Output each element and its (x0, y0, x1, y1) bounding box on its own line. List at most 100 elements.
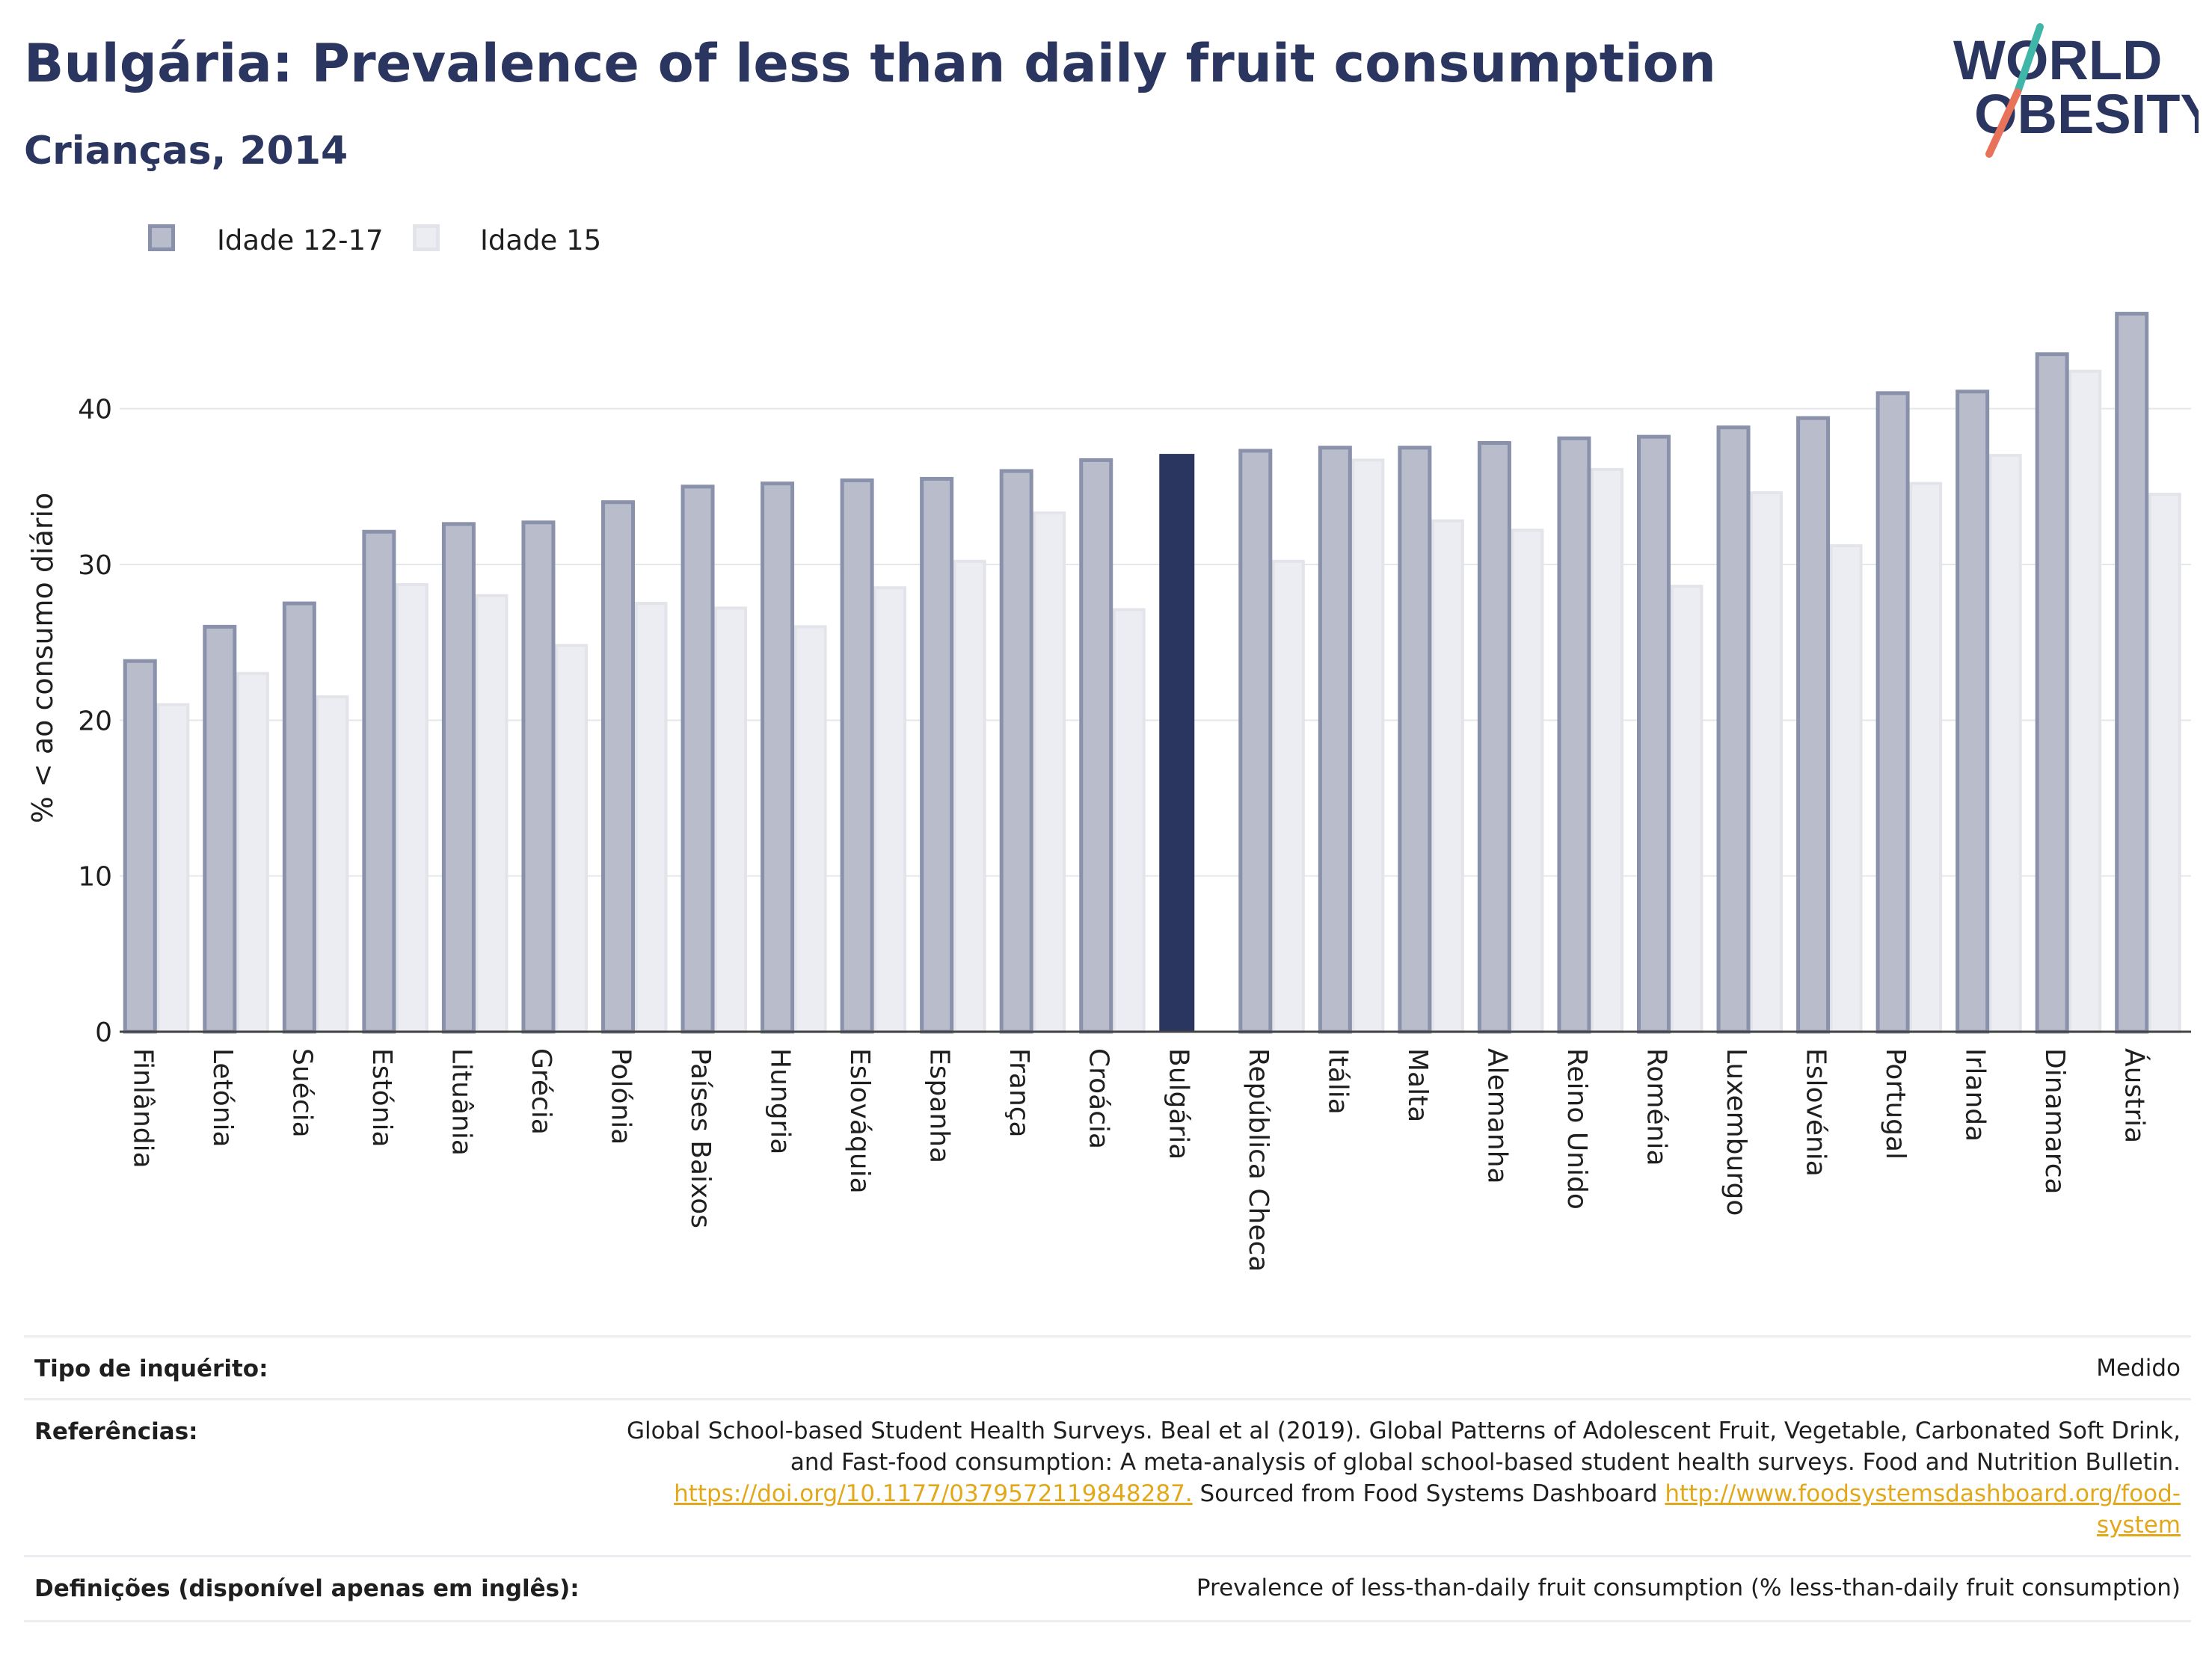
x-tick-label: Reino Unido (1561, 1048, 1592, 1210)
world-obesity-logo: WORLD OBESITY (1953, 23, 2199, 158)
chart-subtitle: Crianças, 2014 (24, 129, 348, 173)
bar-idade-12-17 (1398, 446, 1432, 1034)
bar-idade-12-17 (1716, 425, 1751, 1034)
x-tick-label: Itália (1322, 1048, 1353, 1115)
bar-idade-15 (793, 625, 827, 1034)
bar-idade-12-17 (1238, 449, 1273, 1034)
y-tick-label: 30 (78, 550, 112, 581)
bar-idade-12-17 (681, 484, 715, 1034)
survey-type-value: Medido (2096, 1355, 2181, 1382)
references-text-line-1: Global School-based Student Health Surve… (627, 1418, 2181, 1444)
bar-idade-15 (714, 606, 748, 1034)
x-tick-label: Grécia (526, 1048, 556, 1135)
bar-idade-15 (1909, 481, 1943, 1033)
bar-idade-15 (156, 703, 190, 1033)
x-tick-label: Bulgária (1163, 1048, 1193, 1160)
x-tick-label: Dinamarca (2039, 1048, 2070, 1195)
x-tick-label: República Checa (1243, 1048, 1274, 1272)
bar-idade-12-17 (840, 478, 874, 1034)
bar-idade-12-17 (1557, 436, 1591, 1034)
bar-idade-15 (1112, 608, 1146, 1033)
bar-idade-15 (395, 583, 428, 1034)
x-tick-label: Irlanda (1960, 1048, 1991, 1142)
bar-idade-12-17 (999, 469, 1033, 1034)
x-tick-label: Croácia (1084, 1048, 1114, 1149)
y-tick-label: 40 (78, 395, 112, 425)
x-tick-label: Eslovénia (1801, 1048, 1831, 1177)
bar-idade-12-17 (362, 529, 396, 1034)
x-tick-label: Malta (1402, 1048, 1433, 1122)
x-tick-label: Letónia (207, 1048, 238, 1148)
bar-idade-15 (1271, 559, 1305, 1034)
survey-type-label: Tipo de inquérito: (34, 1355, 268, 1382)
doi-link[interactable]: https://doi.org/10.1177/0379572119848287… (674, 1480, 1193, 1507)
logo-slash-coral (1985, 88, 2021, 158)
bar-idade-15 (1829, 544, 1863, 1033)
bar-idade-15 (1431, 519, 1464, 1033)
bar-idade-15 (1988, 454, 2022, 1033)
legend-label-age-12-17: Idade 12-17 (217, 224, 384, 256)
bar-idade-12-17 (1956, 390, 1990, 1034)
chart-title: Bulgária: Prevalence of less than daily … (24, 33, 1716, 94)
references-text-line-3: https://doi.org/10.1177/0379572119848287… (627, 1478, 2181, 1509)
bar-idade-15 (1670, 585, 1703, 1033)
food-systems-dashboard-link[interactable]: http://www.foodsystemsdashboard.org/food… (1665, 1480, 2181, 1507)
logo-slash-teal (2014, 23, 2044, 96)
x-tick-label: Portugal (1880, 1048, 1911, 1160)
bar-idade-15 (236, 671, 269, 1033)
x-tick-label: Espanha (924, 1048, 955, 1163)
bar-idade-15 (1750, 491, 1784, 1033)
bar-idade-12-17 (1477, 441, 1511, 1034)
bar-idade-12-17 (123, 659, 157, 1034)
bar-idade-15 (1351, 458, 1385, 1033)
x-tick-label: Países Baixos (685, 1048, 716, 1228)
bar-idade-12-17 (2035, 352, 2069, 1034)
bar-idade-15 (953, 559, 986, 1034)
bar-chart: 0 10 20 30 40 % < ao consumo diário Finlândia L… (26, 312, 2191, 1272)
bar-idade-15 (634, 602, 668, 1034)
bar-idade-15 (554, 644, 588, 1034)
bar-idade-12-17 (761, 481, 795, 1034)
x-tick-label: Hungria (765, 1048, 796, 1154)
bar-idade-12-17 (920, 476, 954, 1034)
x-tick-label: Lituânia (446, 1048, 476, 1156)
references-text-line-2: and Fast-food consumption: A meta-analys… (790, 1449, 2181, 1476)
x-tick-label: Áustria (2119, 1048, 2151, 1143)
footer-row-definitions: Definições (disponível apenas em inglês)… (24, 1555, 2191, 1622)
references-text-mid: Sourced from Food Systems Dashboard (1192, 1480, 1665, 1507)
bar-idade-12-17 (521, 520, 556, 1034)
x-tick-label: Suécia (286, 1048, 317, 1138)
bar-idade-15 (2148, 493, 2181, 1033)
references-value: Global School-based Student Health Surve… (627, 1415, 2181, 1541)
bar-idade-15 (316, 695, 349, 1033)
x-tick-label: Luxemburgo (1721, 1048, 1751, 1216)
footer-row-references: Referências: Global School-based Student… (24, 1398, 2191, 1557)
bar-idade-15 (1590, 467, 1623, 1033)
bar-idade-15 (475, 594, 509, 1033)
legend-label-age-15: Idade 15 (480, 224, 602, 256)
logo-text-obesity: OBESITY (1974, 83, 2199, 145)
bar-idade-12-17 (203, 624, 237, 1034)
footer-row-survey-type: Tipo de inquérito: Medido (24, 1335, 2191, 1400)
x-tick-label: Alemanha (1481, 1048, 1512, 1184)
bar-idade-15 (873, 586, 907, 1033)
logo-text-world: WORLD (1953, 29, 2163, 91)
y-tick-label: 0 (95, 1018, 112, 1048)
bar-idade-12-17 (2115, 312, 2149, 1034)
definitions-label: Definições (disponível apenas em inglês)… (34, 1575, 580, 1602)
bar-idade-12-17 (1796, 416, 1831, 1034)
bar-idade-12-17 (1875, 391, 1910, 1034)
x-tick-label: França (1004, 1048, 1034, 1138)
x-tick-label: Roménia (1641, 1048, 1672, 1166)
bar-idade-12-17 (601, 500, 635, 1034)
bar-idade-15 (2068, 369, 2102, 1033)
bar-idade-12-17 (441, 522, 476, 1034)
food-systems-dashboard-link-cont[interactable]: system (2096, 1512, 2181, 1539)
bar-idade-12-17 (1079, 458, 1113, 1034)
legend-swatch-age-15 (413, 224, 440, 251)
y-tick-label: 10 (78, 862, 112, 893)
definitions-value: Prevalence of less-than-daily fruit cons… (1196, 1575, 2181, 1601)
bar-idade-12-17 (282, 601, 316, 1034)
x-tick-label: Estónia (366, 1048, 397, 1148)
x-tick-label: Eslováquia (844, 1048, 875, 1194)
